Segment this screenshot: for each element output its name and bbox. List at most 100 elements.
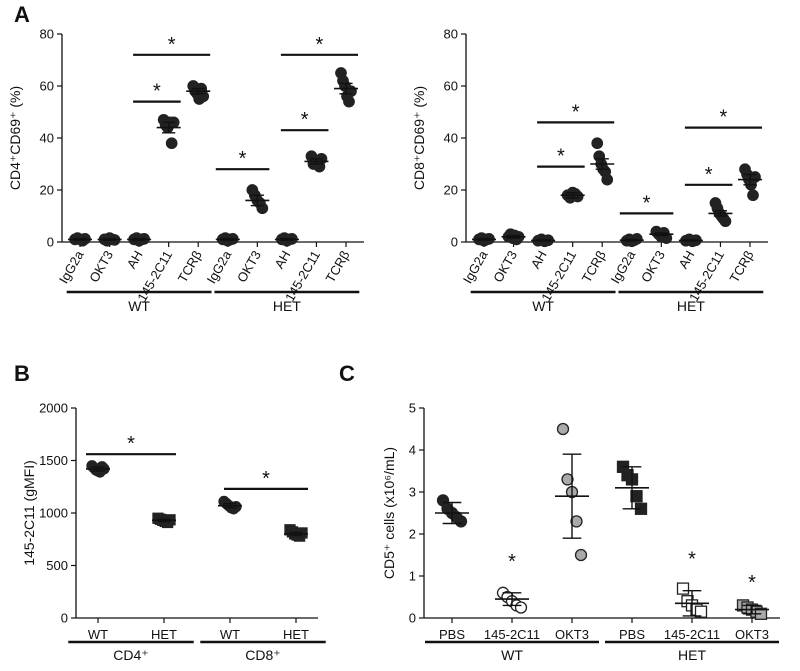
y-tick-label: 80 <box>40 27 54 42</box>
significance-star: * <box>572 101 580 123</box>
x-tick-label: HET <box>283 627 309 642</box>
x-tick-label: OKT3 <box>86 248 116 285</box>
significance-star: * <box>688 549 696 571</box>
x-tick-label: TCRβ <box>323 248 353 285</box>
y-tick-label: 2000 <box>39 401 68 416</box>
group-label: HET <box>273 298 301 314</box>
y-tick-label: 0 <box>409 611 416 626</box>
y-tick-label: 0 <box>47 235 54 250</box>
x-tick-label: WT <box>88 627 108 642</box>
data-point <box>556 422 570 436</box>
x-tick-label: PBS <box>439 627 465 642</box>
data-point <box>197 90 210 103</box>
x-tick-label: IgG2a <box>608 247 639 286</box>
x-tick-label: OKT3 <box>638 248 668 285</box>
significance-star: * <box>720 107 728 129</box>
x-tick-label: 145-2C11 <box>664 627 720 642</box>
y-tick-label: 20 <box>40 183 54 198</box>
x-tick-label: HET <box>151 627 177 642</box>
panel-label: A <box>14 2 30 27</box>
data-point <box>694 605 708 618</box>
data-point <box>256 202 269 215</box>
data-point <box>719 215 732 228</box>
x-tick-label: AH <box>528 248 550 271</box>
y-tick-label: 80 <box>444 27 458 42</box>
significance-star: * <box>239 148 247 170</box>
significance-star: * <box>168 34 176 56</box>
data-point <box>601 173 614 186</box>
y-tick-label: 5 <box>409 401 416 416</box>
x-tick-label: TCRβ <box>579 248 609 285</box>
y-tick-label: 2 <box>409 527 416 542</box>
x-tick-label: OKT3 <box>234 248 264 285</box>
group-label: HET <box>678 647 706 663</box>
significance-star: * <box>508 551 516 573</box>
x-tick-label: AH <box>271 248 293 271</box>
group-label: CD8⁺ <box>245 647 280 663</box>
y-tick-label: 60 <box>40 79 54 94</box>
x-tick-label: IgG2a <box>204 247 235 286</box>
panel-b-gmfi-plot: 0 500 1000 1500 2000 145-2C11 (gMFI) B WT HET WT H… <box>14 361 326 663</box>
group-label: HET <box>677 298 705 314</box>
significance-star: * <box>705 164 713 186</box>
y-tick-label: 60 <box>444 79 458 94</box>
significance-star: * <box>262 468 270 490</box>
x-tick-label: OKT3 <box>490 248 520 285</box>
group-label: WT <box>128 298 150 314</box>
data-point <box>570 515 583 528</box>
panel-label: C <box>339 361 355 386</box>
panel-c-cd5-plot: 0 1 2 3 4 5 CD5⁺ cells (x10⁶/mL) C PBS 145-2C11 OK… <box>339 361 780 663</box>
x-tick-label: AH <box>124 248 146 271</box>
y-tick-label: 4 <box>409 443 416 458</box>
significance-star: * <box>748 572 756 594</box>
x-tick-label: 145-2C11 <box>484 627 540 642</box>
y-axis-label: 145-2C11 (gMFI) <box>21 460 37 566</box>
y-axis-label: CD8⁺CD69⁺ (%) <box>411 86 427 190</box>
data-point <box>343 95 355 108</box>
significance-star: * <box>127 433 135 455</box>
x-tick-label: WT <box>220 627 240 642</box>
data-point <box>165 137 178 150</box>
group-label: WT <box>501 647 523 663</box>
data-point <box>345 85 357 98</box>
x-tick-label: IgG2a <box>56 247 87 286</box>
y-tick-label: 20 <box>444 183 458 198</box>
x-tick-label: IgG2a <box>460 247 491 286</box>
significance-star: * <box>316 34 324 56</box>
y-tick-label: 1000 <box>39 506 68 521</box>
y-tick-label: 40 <box>444 131 458 146</box>
significance-star: * <box>643 192 651 214</box>
data-point <box>747 189 759 202</box>
data-point <box>591 137 604 150</box>
x-tick-label: TCRβ <box>175 248 205 285</box>
data-point <box>454 515 468 528</box>
y-axis-label: CD4⁺CD69⁺ (%) <box>7 86 23 190</box>
data-point <box>630 490 643 503</box>
y-tick-label: 1500 <box>39 453 68 468</box>
panel-label: B <box>14 361 30 386</box>
y-axis-label: CD5⁺ cells (x10⁶/mL) <box>381 447 397 579</box>
x-tick-label: OKT3 <box>555 627 589 642</box>
y-tick-label: 3 <box>409 485 416 500</box>
x-tick-label: OKT3 <box>735 627 769 642</box>
significance-star: * <box>153 81 161 103</box>
data-point <box>574 548 588 562</box>
y-tick-label: 500 <box>46 558 68 573</box>
data-point <box>561 473 574 486</box>
data-point <box>749 171 761 183</box>
y-tick-label: 0 <box>61 611 68 626</box>
data-point <box>514 601 528 614</box>
group-label: CD4⁺ <box>113 647 148 663</box>
data-point <box>676 582 690 595</box>
y-tick-label: 0 <box>451 235 458 250</box>
y-tick-label: 40 <box>40 131 54 146</box>
y-tick-label: 1 <box>409 569 416 584</box>
x-tick-label: AH <box>675 248 697 271</box>
significance-star: * <box>557 146 565 168</box>
significance-star: * <box>301 109 309 131</box>
group-label: WT <box>532 298 554 314</box>
x-tick-label: PBS <box>619 627 645 642</box>
